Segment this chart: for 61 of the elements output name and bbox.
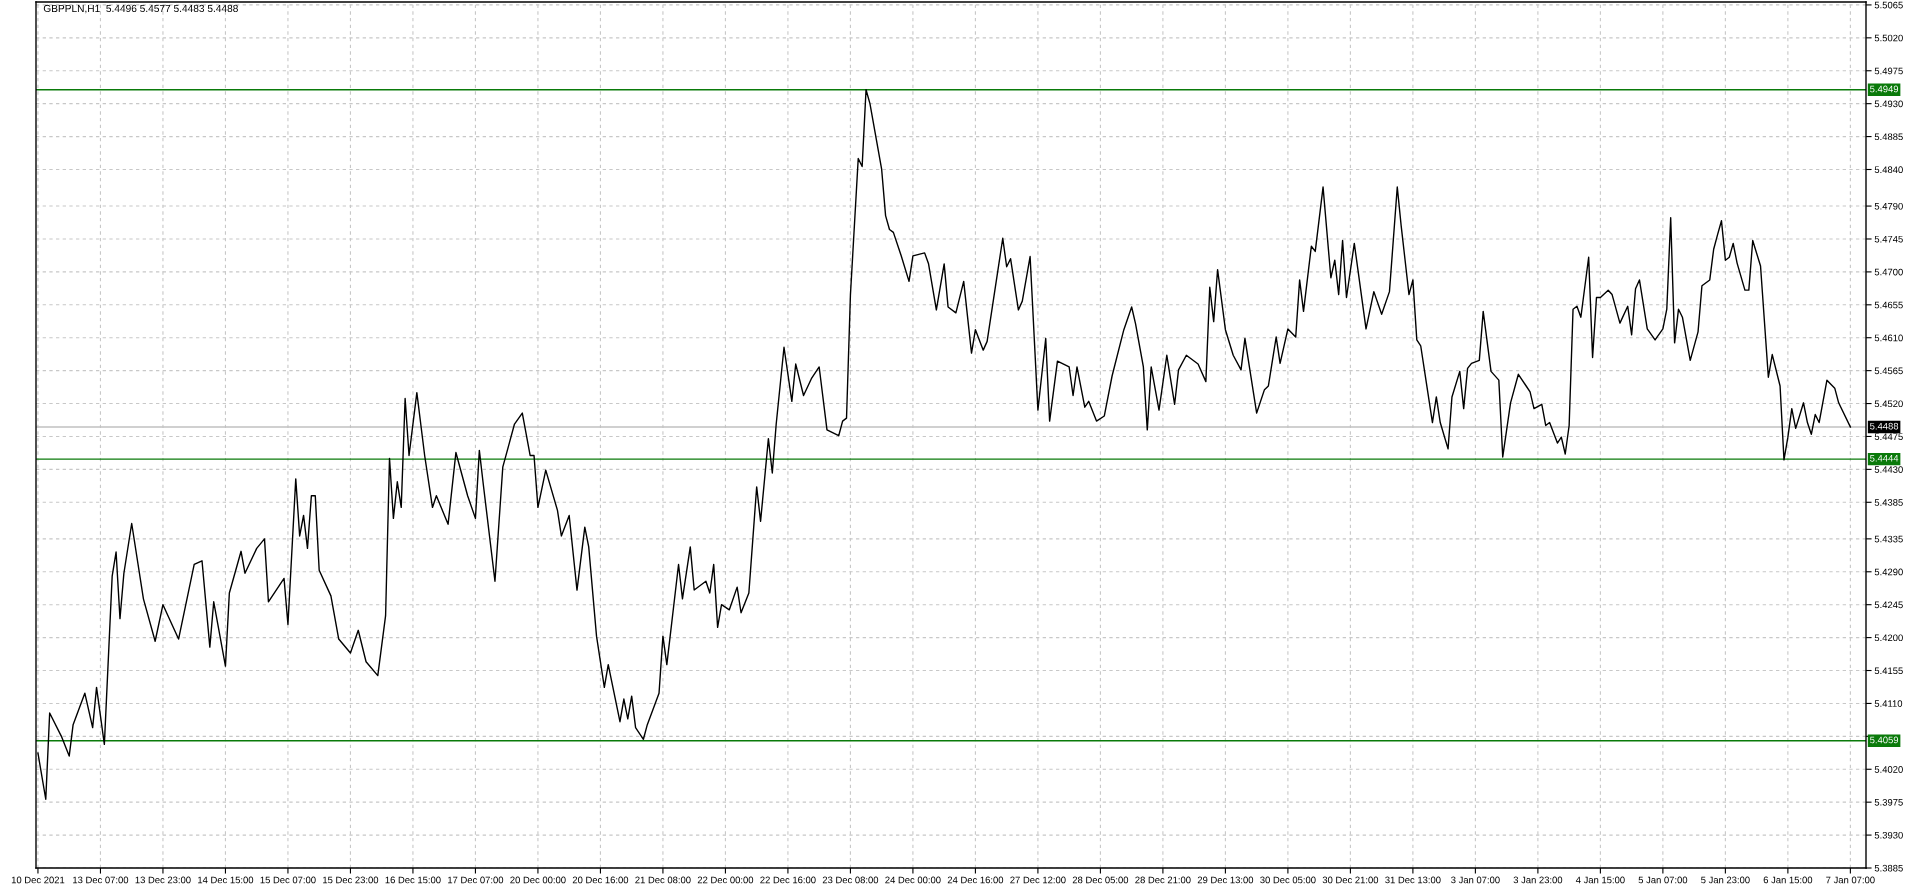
x-tick-label: 10 Dec 2021 xyxy=(11,876,65,884)
x-tick-label: 3 Jan 23:00 xyxy=(1513,876,1563,884)
y-tick-label: 5.4200 xyxy=(1874,634,1903,642)
x-tick-label: 15 Dec 23:00 xyxy=(323,876,379,884)
x-tick-label: 5 Jan 23:00 xyxy=(1701,876,1750,884)
x-tick-label: 28 Dec 21:00 xyxy=(1135,876,1191,884)
x-tick-label: 24 Dec 16:00 xyxy=(947,876,1004,884)
y-tick-label: 5.4885 xyxy=(1874,133,1903,141)
y-tick-label: 5.5020 xyxy=(1874,34,1903,42)
y-tick-label: 5.4655 xyxy=(1874,301,1903,309)
x-tick-label: 7 Jan 07:00 xyxy=(1826,876,1875,884)
y-tick-label: 5.4700 xyxy=(1874,268,1903,276)
y-tick-label: 5.4930 xyxy=(1874,100,1903,108)
y-tick-label: 5.3885 xyxy=(1874,864,1903,872)
x-tick-label: 13 Dec 23:00 xyxy=(135,876,191,884)
y-tick-label: 5.3930 xyxy=(1874,831,1903,839)
ref-line-label: 5.4949 xyxy=(1870,85,1899,93)
x-tick-label: 23 Dec 08:00 xyxy=(822,876,879,884)
x-tick-label: 20 Dec 00:00 xyxy=(510,876,566,884)
x-tick-label: 13 Dec 07:00 xyxy=(73,876,129,884)
y-tick-label: 5.4475 xyxy=(1874,433,1903,440)
y-tick-label: 5.4565 xyxy=(1874,367,1903,375)
ref-line-label: 5.4488 xyxy=(1870,422,1899,430)
x-tick-label: 22 Dec 16:00 xyxy=(760,876,816,884)
y-tick-label: 5.4290 xyxy=(1874,568,1903,576)
y-tick-label: 5.4155 xyxy=(1874,667,1903,675)
x-tick-label: 29 Dec 13:00 xyxy=(1197,876,1254,884)
x-tick-label: 21 Dec 08:00 xyxy=(635,876,691,884)
x-tick-label: 24 Dec 00:00 xyxy=(885,876,941,884)
y-tick-label: 5.4110 xyxy=(1874,700,1903,707)
y-tick-label: 5.4520 xyxy=(1874,400,1903,408)
chart-title: GBPPLN,H1 5.4496 5.4577 5.4483 5.4488 xyxy=(43,4,238,14)
y-tick-label: 5.4840 xyxy=(1874,166,1903,174)
y-tick-label: 5.4385 xyxy=(1874,499,1903,506)
x-tick-label: 22 Dec 00:00 xyxy=(697,876,754,884)
x-tick-label: 28 Dec 05:00 xyxy=(1072,876,1129,884)
y-tick-label: 5.4430 xyxy=(1874,466,1903,473)
x-tick-label: 30 Dec 21:00 xyxy=(1322,876,1379,884)
x-tick-label: 5 Jan 07:00 xyxy=(1638,876,1688,884)
ref-line-label: 5.4059 xyxy=(1870,736,1899,744)
x-tick-label: 30 Dec 05:00 xyxy=(1260,876,1316,884)
y-tick-label: 5.5065 xyxy=(1874,1,1903,9)
y-tick-label: 5.4745 xyxy=(1874,235,1903,243)
y-tick-label: 5.4790 xyxy=(1874,202,1903,210)
y-tick-label: 5.4975 xyxy=(1874,67,1903,75)
x-tick-label: 20 Dec 16:00 xyxy=(572,876,629,884)
ref-line-label: 5.4444 xyxy=(1870,455,1899,462)
x-tick-label: 6 Jan 15:00 xyxy=(1763,876,1813,884)
x-tick-label: 15 Dec 07:00 xyxy=(260,876,316,884)
y-tick-label: 5.4245 xyxy=(1874,601,1903,609)
x-tick-label: 17 Dec 07:00 xyxy=(448,876,504,884)
x-tick-label: 3 Jan 07:00 xyxy=(1451,876,1500,884)
y-tick-label: 5.3975 xyxy=(1874,799,1903,806)
y-tick-label: 5.4020 xyxy=(1874,766,1903,773)
y-tick-label: 5.4610 xyxy=(1874,334,1903,342)
x-tick-label: 27 Dec 12:00 xyxy=(1010,876,1066,884)
x-tick-label: 4 Jan 15:00 xyxy=(1575,876,1625,884)
x-tick-label: 31 Dec 13:00 xyxy=(1385,876,1441,884)
x-tick-label: 14 Dec 15:00 xyxy=(198,876,254,884)
x-tick-label: 16 Dec 15:00 xyxy=(385,876,441,884)
y-tick-label: 5.4335 xyxy=(1874,535,1903,543)
